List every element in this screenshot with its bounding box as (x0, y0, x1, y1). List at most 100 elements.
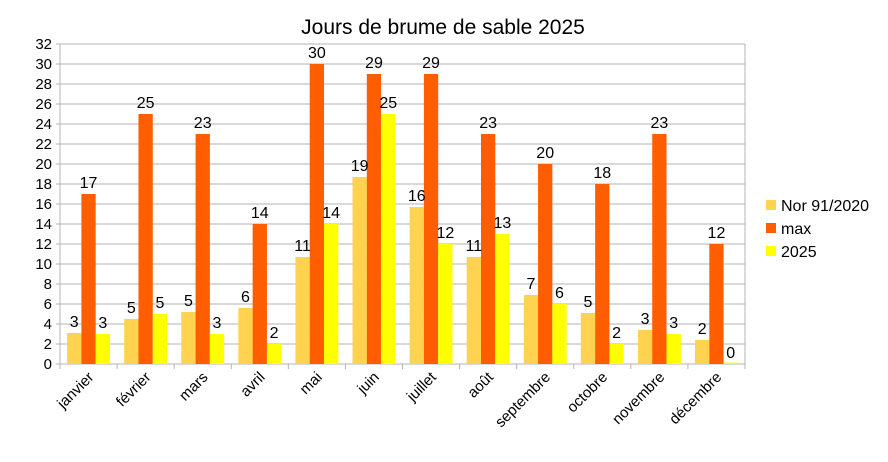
x-tick-label: août (464, 368, 497, 401)
x-tick-label: janvier (53, 369, 97, 413)
data-label: 11 (294, 238, 311, 255)
x-tick-label: juillet (403, 368, 440, 405)
data-label: 7 (526, 276, 535, 293)
legend-swatch (766, 200, 776, 210)
bar-2025 (438, 244, 453, 364)
y-tick-label: 0 (44, 356, 52, 373)
gridlines (56, 43, 746, 369)
x-tick-label: octobre (564, 369, 611, 416)
bar-max (595, 184, 610, 364)
y-tick-label: 6 (44, 296, 52, 313)
bar-max (538, 164, 553, 364)
bar-2025 (152, 314, 168, 364)
data-label: 23 (479, 115, 497, 132)
bar-max (480, 134, 496, 364)
data-label: 12 (708, 225, 726, 242)
bar-nor-91-2020 (637, 330, 653, 364)
bar-nor-91-2020 (695, 340, 710, 364)
y-tick-label: 30 (35, 56, 52, 73)
data-label: 5 (127, 300, 136, 317)
data-label: 16 (408, 188, 426, 205)
legend-swatch (766, 246, 776, 256)
y-tick-label: 12 (35, 236, 52, 253)
y-tick-label: 4 (44, 316, 52, 333)
bar-nor-91-2020 (295, 257, 310, 364)
legend-swatch (766, 223, 776, 233)
bar-nor-91-2020 (124, 319, 139, 364)
bar-2025 (95, 334, 110, 364)
bar-max (309, 64, 325, 364)
bar-max (652, 134, 667, 364)
x-tick-label: novembre (609, 369, 668, 428)
bar-max (423, 74, 439, 364)
y-tick-label: 2 (44, 336, 52, 353)
y-tick-label: 20 (35, 156, 52, 173)
data-label: 23 (194, 115, 212, 132)
x-tick-label: février (113, 369, 154, 410)
data-label: 3 (98, 315, 107, 332)
bar-nor-91-2020 (523, 295, 539, 364)
y-tick-label: 26 (35, 96, 52, 113)
data-label: 6 (241, 289, 250, 306)
data-label: 25 (379, 95, 397, 112)
legend: Nor 91/2020 max 2025 (766, 198, 869, 261)
bar-max (138, 114, 153, 364)
y-tick-label: 28 (35, 76, 52, 93)
data-label: 3 (641, 311, 650, 328)
bar-nor-91-2020 (580, 313, 596, 364)
bar-2025 (381, 114, 396, 364)
data-label: 18 (593, 165, 611, 182)
legend-label: max (781, 221, 811, 238)
data-label: 29 (422, 55, 440, 72)
bar-2025 (552, 304, 567, 364)
bar-max (709, 244, 724, 364)
y-tick-label: 18 (35, 176, 52, 193)
data-label: 23 (650, 115, 668, 132)
bars (67, 64, 738, 364)
data-label: 20 (536, 145, 554, 162)
data-label: 6 (555, 285, 564, 302)
data-label: 5 (584, 294, 593, 311)
bar-nor-91-2020 (67, 333, 82, 364)
bar-2025 (609, 344, 624, 364)
data-label: 19 (351, 158, 369, 175)
data-label: 5 (155, 295, 164, 312)
data-label: 0 (726, 345, 735, 362)
x-tick-label: septembre (492, 369, 554, 431)
bar-2025 (266, 344, 282, 364)
chart-title: Jours de brume de sable 2025 (301, 16, 585, 39)
legend-label: Nor 91/2020 (781, 198, 869, 215)
legend-label: 2025 (781, 244, 817, 261)
bar-nor-91-2020 (238, 308, 253, 364)
bar-nor-91-2020 (352, 177, 367, 364)
bar-max (252, 224, 267, 364)
data-label: 17 (80, 175, 98, 192)
x-tick-label: mars (176, 369, 212, 405)
y-tick-label: 24 (35, 116, 52, 133)
bar-2025 (495, 234, 510, 364)
y-tick-label: 16 (35, 196, 52, 213)
x-tick-label: juin (354, 369, 383, 398)
data-label: 11 (466, 238, 483, 255)
y-tick-label: 10 (35, 256, 52, 273)
data-label: 3 (669, 315, 678, 332)
bar-2025 (666, 334, 681, 364)
data-label: 13 (494, 215, 512, 232)
data-label: 25 (137, 95, 155, 112)
data-label: 2 (270, 325, 279, 342)
data-label: 2 (612, 325, 621, 342)
x-tick-label: décembre (666, 369, 725, 428)
bar-2025 (209, 334, 225, 364)
data-label: 29 (365, 55, 383, 72)
data-label: 12 (436, 225, 454, 242)
data-label: 5 (184, 293, 193, 310)
y-tick-label: 8 (44, 276, 52, 293)
data-label: 3 (70, 314, 79, 331)
bar-max (81, 194, 96, 364)
data-label: 30 (308, 45, 326, 62)
x-tick-label: mai (297, 369, 326, 398)
bar-2025 (723, 362, 738, 364)
